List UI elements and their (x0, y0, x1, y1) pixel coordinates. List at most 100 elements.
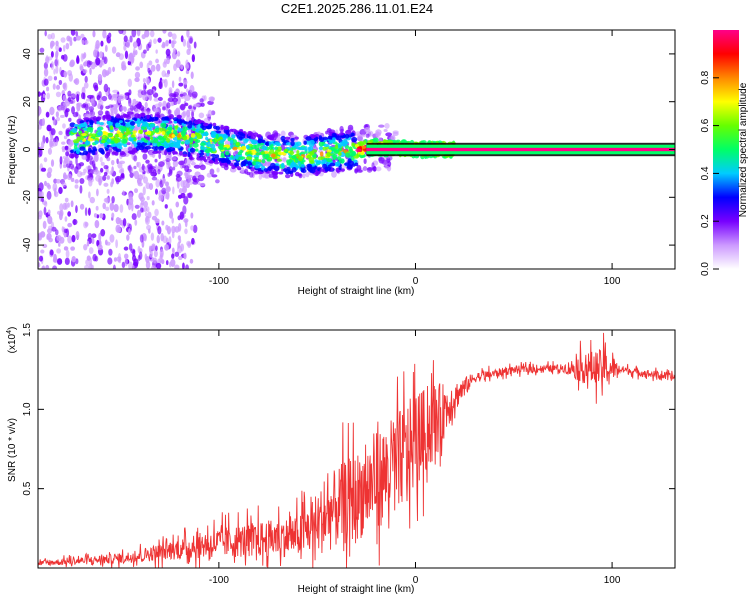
ridge-blob (254, 140, 258, 144)
noise-blob (71, 93, 76, 98)
ridge-blob (251, 149, 257, 155)
noise-blob (85, 165, 93, 170)
noise-blob (63, 156, 70, 164)
ridge-blob (187, 151, 191, 158)
noise-blob (48, 237, 53, 243)
noise-blob (85, 259, 90, 266)
noise-blob (354, 168, 359, 172)
ridge-blob (223, 125, 230, 131)
noise-blob (171, 247, 175, 253)
ridge-blob (349, 150, 354, 157)
ridge-blob (263, 168, 269, 172)
noise-blob (50, 32, 56, 40)
ridge-blob (98, 122, 105, 126)
ridge-blob (194, 128, 200, 133)
ridge-blob (97, 131, 103, 136)
ridge-blob (308, 166, 314, 173)
ridge-blob (164, 150, 168, 156)
ridge-blob (308, 146, 314, 151)
noise-blob (102, 175, 107, 182)
noise-blob (151, 176, 158, 181)
noise-blob (136, 30, 141, 37)
noise-blob (167, 97, 174, 103)
noise-blob (172, 160, 179, 168)
ridge-blob (140, 142, 148, 146)
noise-blob (122, 218, 127, 227)
noise-blob (102, 202, 107, 210)
noise-blob (63, 70, 68, 78)
noise-blob (140, 90, 147, 96)
noise-blob (184, 158, 192, 166)
ridge-blob (338, 147, 343, 152)
noise-blob (62, 202, 67, 211)
noise-blob (190, 161, 196, 166)
noise-blob (118, 168, 124, 174)
noise-blob (95, 205, 99, 211)
noise-blob (75, 231, 80, 240)
noise-blob (134, 108, 140, 113)
ridge-blob (296, 150, 300, 155)
noise-blob (383, 128, 388, 132)
ridge-blob (114, 122, 121, 128)
snr-y-multiplier: (x104) (6, 327, 18, 354)
noise-blob (67, 69, 73, 76)
noise-blob (89, 67, 92, 76)
ridge-blob (115, 138, 121, 143)
x-tick-label: 0 (413, 575, 419, 586)
noise-blob (192, 224, 198, 234)
noise-blob (49, 106, 55, 116)
ridge-blob (280, 162, 285, 169)
noise-blob (158, 152, 162, 160)
noise-blob (75, 205, 78, 214)
noise-blob (174, 251, 180, 257)
noise-blob (172, 166, 176, 171)
noise-blob (39, 231, 46, 238)
ridge-blob (73, 144, 78, 150)
noise-blob (182, 110, 187, 117)
noise-blob (148, 60, 153, 66)
ridge-blob (208, 124, 213, 128)
noise-blob (136, 209, 142, 218)
ridge-blob (318, 136, 325, 142)
ridge-blob (183, 135, 188, 140)
noise-blob (47, 215, 53, 225)
ridge-blob (258, 163, 263, 167)
noise-blob (158, 81, 164, 90)
noise-blob (305, 171, 310, 178)
y-tick-label: -40 (22, 237, 33, 252)
ridge-blob (318, 141, 325, 147)
noise-blob (153, 107, 159, 113)
snr-series-line (38, 332, 675, 568)
ridge-blob (245, 156, 253, 161)
noise-blob (123, 253, 129, 259)
noise-blob (96, 214, 100, 219)
ridge-blob (237, 131, 244, 135)
ridge-blob (75, 148, 80, 155)
ridge-blob (92, 146, 97, 151)
ridge-blob (236, 135, 240, 139)
noise-blob (182, 38, 187, 47)
noise-blob (129, 35, 133, 43)
noise-blob (191, 237, 195, 245)
ridge-blob (335, 161, 341, 167)
ridge-blob (157, 146, 165, 151)
noise-blob (118, 53, 124, 60)
noise-blob (88, 247, 94, 255)
ridge-blob (231, 164, 236, 170)
noise-blob (74, 77, 80, 86)
noise-blob (70, 30, 76, 36)
noise-blob (184, 228, 188, 235)
noise-blob (384, 122, 390, 129)
ridge-blob (120, 138, 128, 144)
noise-blob (133, 258, 139, 267)
ridge-blob (78, 130, 82, 134)
noise-blob (109, 202, 115, 211)
noise-blob (172, 47, 177, 55)
ridge-blob (255, 152, 261, 156)
noise-blob (53, 76, 58, 81)
ridge-blob (194, 148, 199, 152)
ridge-blob (290, 140, 295, 147)
ridge-blob (81, 132, 87, 137)
ridge-blob (215, 133, 219, 140)
